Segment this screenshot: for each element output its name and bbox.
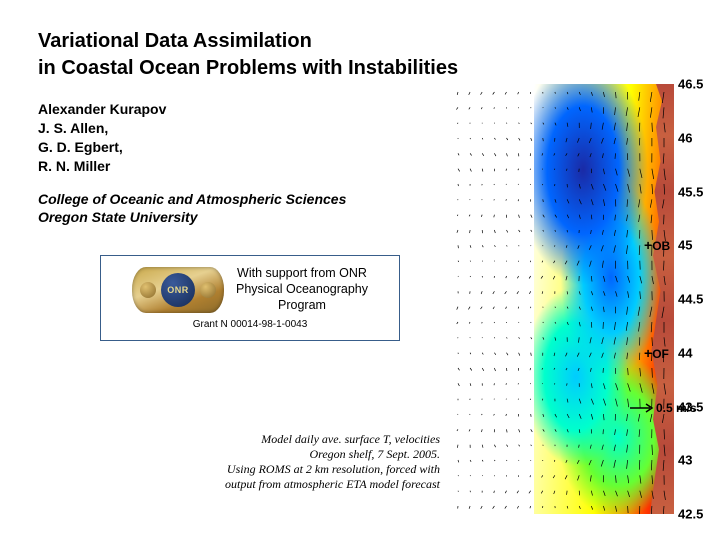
support-top-row: ONR With support from ONR Physical Ocean… <box>132 266 368 313</box>
velocity-scale-label: 0.5 m/s <box>656 401 697 415</box>
support-box: ONR With support from ONR Physical Ocean… <box>100 255 400 341</box>
title-line-1: Variational Data Assimilation <box>38 28 700 55</box>
velocity-scale: 0.5 m/s <box>628 401 697 415</box>
ytick-45.5: 45.5 <box>678 184 718 199</box>
caption-l2: Oregon shelf, 7 Sept. 2005. <box>175 447 440 462</box>
support-text-l3: Program <box>278 298 326 312</box>
caption-l4: output from atmospheric ETA model foreca… <box>175 477 440 492</box>
scale-arrow-icon <box>628 403 654 413</box>
map-plot-area <box>448 84 674 514</box>
map-figure: 42.54343.54444.54545.54646.5 +OB +OF 0.5… <box>448 84 720 540</box>
figure-caption: Model daily ave. surface T, velocities O… <box>175 432 440 492</box>
marker-ob: +OB <box>644 237 670 253</box>
ytick-43: 43 <box>678 453 718 468</box>
ytick-42.5: 42.5 <box>678 507 718 522</box>
caption-l3: Using ROMS at 2 km resolution, forced wi… <box>175 462 440 477</box>
marker-of: +OF <box>644 345 669 361</box>
ytick-45: 45 <box>678 238 718 253</box>
slide-root: Variational Data Assimilation in Coastal… <box>0 0 720 540</box>
ytick-46: 46 <box>678 130 718 145</box>
title-block: Variational Data Assimilation in Coastal… <box>38 28 700 82</box>
onr-logo: ONR <box>132 267 224 313</box>
title-line-2: in Coastal Ocean Problems with Instabili… <box>38 55 700 82</box>
onr-logo-text: ONR <box>161 273 195 307</box>
ytick-46.5: 46.5 <box>678 77 718 92</box>
velocity-vectors <box>448 84 674 514</box>
caption-l1: Model daily ave. surface T, velocities <box>175 432 440 447</box>
ytick-44.5: 44.5 <box>678 292 718 307</box>
support-text-l1: With support from ONR <box>237 266 367 280</box>
ytick-44: 44 <box>678 345 718 360</box>
support-text: With support from ONR Physical Oceanogra… <box>236 266 368 313</box>
grant-number: Grant N 00014-98-1-0043 <box>193 319 308 330</box>
support-text-l2: Physical Oceanography <box>236 282 368 296</box>
